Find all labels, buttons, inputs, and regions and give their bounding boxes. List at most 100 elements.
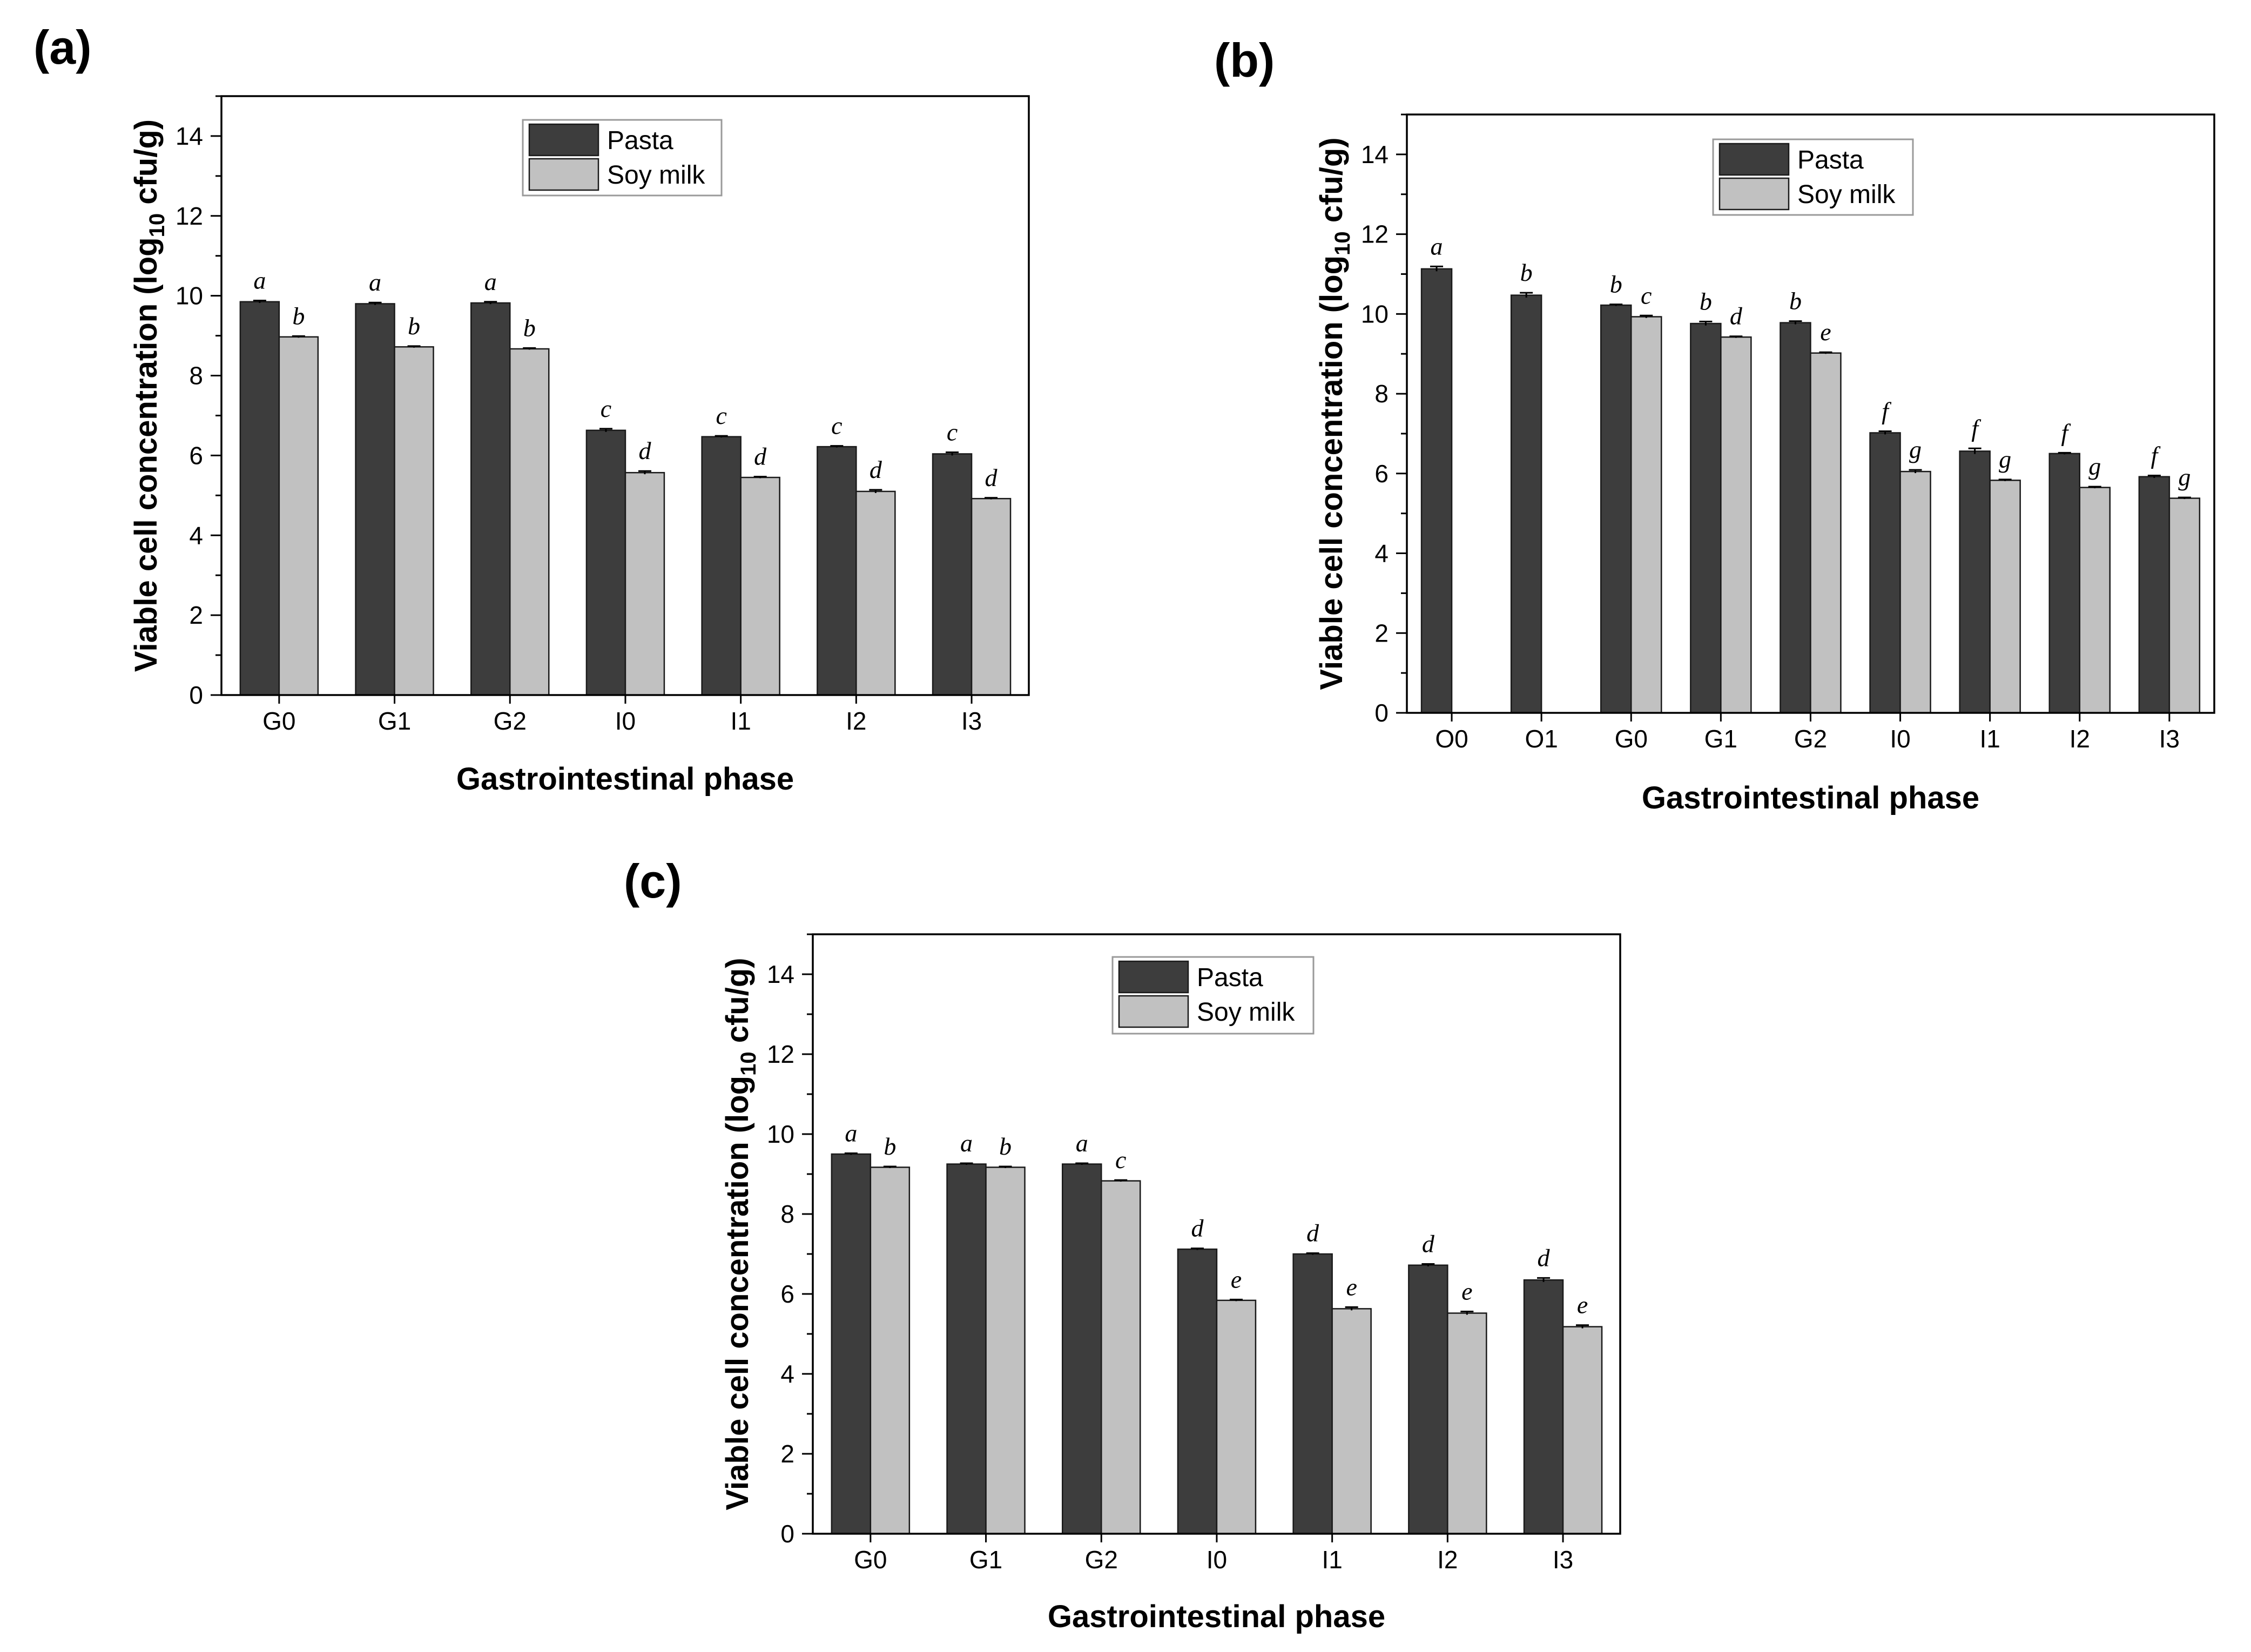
pasta-bar	[2048, 453, 2080, 714]
soy-milk-bar	[394, 346, 434, 696]
significance-letter: d	[1306, 1219, 1319, 1247]
x-tick-label: I0	[1207, 1546, 1227, 1574]
significance-letter: b	[999, 1132, 1012, 1160]
x-tick-label: I0	[1890, 725, 1910, 753]
pasta-bar	[1959, 450, 1991, 714]
pasta-bar	[1292, 1253, 1333, 1535]
significance-letter: d	[638, 437, 651, 464]
significance-letter: c	[601, 395, 611, 422]
x-axis-title: Gastrointestinal phase	[1048, 1599, 1385, 1634]
x-tick-label: G0	[262, 707, 295, 735]
significance-letter: b	[523, 314, 536, 342]
y-tick-label: 8	[1374, 380, 1389, 408]
x-tick-label: G0	[1615, 725, 1648, 753]
plot-frame	[1406, 113, 2215, 714]
panel-label: (b)	[1214, 33, 1275, 87]
significance-letter: d	[870, 456, 882, 483]
significance-letter: d	[754, 443, 767, 470]
y-tick-label: 2	[189, 601, 203, 629]
soy-milk-bar	[1810, 352, 1842, 714]
y-tick-label: 0	[189, 681, 203, 709]
x-tick-label: I2	[846, 707, 866, 735]
legend: Pasta Soy milk	[522, 119, 723, 197]
y-tick-label: 2	[1374, 619, 1389, 647]
y-axis-title-subscript: 10	[1331, 231, 1354, 255]
y-tick-label: 2	[780, 1440, 794, 1468]
y-tick-label: 14	[176, 122, 203, 150]
y-tick-label: 0	[780, 1520, 794, 1548]
y-tick-label: 6	[1374, 460, 1389, 488]
legend: Pasta Soy milk	[1111, 956, 1315, 1035]
plot-frame	[812, 933, 1621, 1535]
significance-letter: d	[1422, 1230, 1435, 1258]
pasta-bar	[817, 446, 857, 696]
significance-letter: d	[1191, 1215, 1204, 1242]
x-tick-label: I3	[961, 707, 982, 735]
pasta-bar	[2138, 476, 2171, 714]
legend-label: Pasta	[1797, 146, 1864, 174]
x-tick-label: I0	[615, 707, 636, 735]
pasta-bar	[831, 1153, 872, 1535]
soy-milk-bar	[624, 471, 665, 696]
x-tick-label: I1	[1322, 1546, 1342, 1574]
x-tick-label: I1	[730, 707, 751, 735]
soy-milk-bar	[1630, 316, 1662, 714]
significance-letter: f	[1971, 414, 1982, 442]
x-tick-label: G2	[1794, 725, 1827, 753]
significance-letter: e	[1346, 1273, 1357, 1300]
x-tick-label: I2	[2070, 725, 2090, 753]
significance-letter: e	[1577, 1291, 1588, 1319]
pasta-bar	[932, 453, 973, 696]
legend-label: Pasta	[1197, 963, 1263, 992]
significance-letter: e	[1461, 1278, 1472, 1305]
soy-milk-bar	[2079, 487, 2111, 714]
x-tick-label: G2	[1085, 1546, 1118, 1574]
significance-letter: b	[1700, 287, 1712, 315]
plot-frame	[220, 95, 1030, 696]
soy-milk-bar	[870, 1166, 911, 1535]
significance-letter: c	[947, 418, 958, 446]
significance-letter: b	[1789, 287, 1802, 315]
significance-letter: a	[1076, 1129, 1088, 1157]
significance-letter: g	[2088, 453, 2101, 480]
y-axis-title-main: Viable cell concentration (log	[129, 237, 164, 672]
soy-milk-bar	[1447, 1312, 1487, 1535]
x-tick-label: I3	[2159, 725, 2180, 753]
pasta-bar	[1408, 1264, 1448, 1535]
legend-swatch-soy-milk	[1718, 177, 1790, 211]
soy-milk-bar	[1101, 1180, 1141, 1535]
x-tick-label: G1	[378, 707, 411, 735]
y-axis-title: Viable cell concentration (log10 cfu/g)	[129, 119, 169, 672]
y-tick-label: 10	[767, 1120, 794, 1148]
pasta-bar	[1869, 432, 1901, 714]
pasta-bar	[1510, 294, 1542, 714]
y-tick-label: 14	[767, 960, 794, 988]
y-axis-title: Viable cell concentration (log10 cfu/g)	[720, 958, 760, 1510]
y-axis-title: Viable cell concentration (log10 cfu/g)	[1314, 137, 1354, 690]
y-tick-label: 10	[1361, 300, 1389, 328]
y-axis-title-subscript: 10	[145, 213, 169, 238]
y-tick-label: 12	[176, 202, 203, 230]
pasta-bar	[1600, 304, 1632, 714]
soy-milk-bar	[278, 336, 319, 696]
pasta-bar	[1780, 322, 1811, 714]
x-tick-label: G0	[854, 1546, 887, 1574]
significance-letter: c	[1641, 281, 1652, 309]
legend-swatch-pasta	[528, 123, 599, 157]
pasta-bar	[1523, 1279, 1564, 1535]
significance-letter: f	[2061, 419, 2071, 446]
soy-milk-bar	[1331, 1308, 1372, 1535]
y-tick-label: 4	[780, 1360, 794, 1388]
pasta-bar	[946, 1163, 987, 1535]
significance-letter: a	[484, 268, 497, 295]
y-axis-title-main: Viable cell concentration (log	[1314, 255, 1349, 690]
y-tick-label: 12	[1361, 220, 1389, 248]
y-axis-title-subscript: 10	[737, 1051, 760, 1076]
significance-letter: b	[884, 1132, 896, 1160]
significance-letter: e	[1820, 318, 1831, 346]
x-tick-label: O0	[1435, 725, 1468, 753]
x-axis-title: Gastrointestinal phase	[1642, 780, 1979, 815]
y-tick-label: 14	[1361, 140, 1389, 168]
